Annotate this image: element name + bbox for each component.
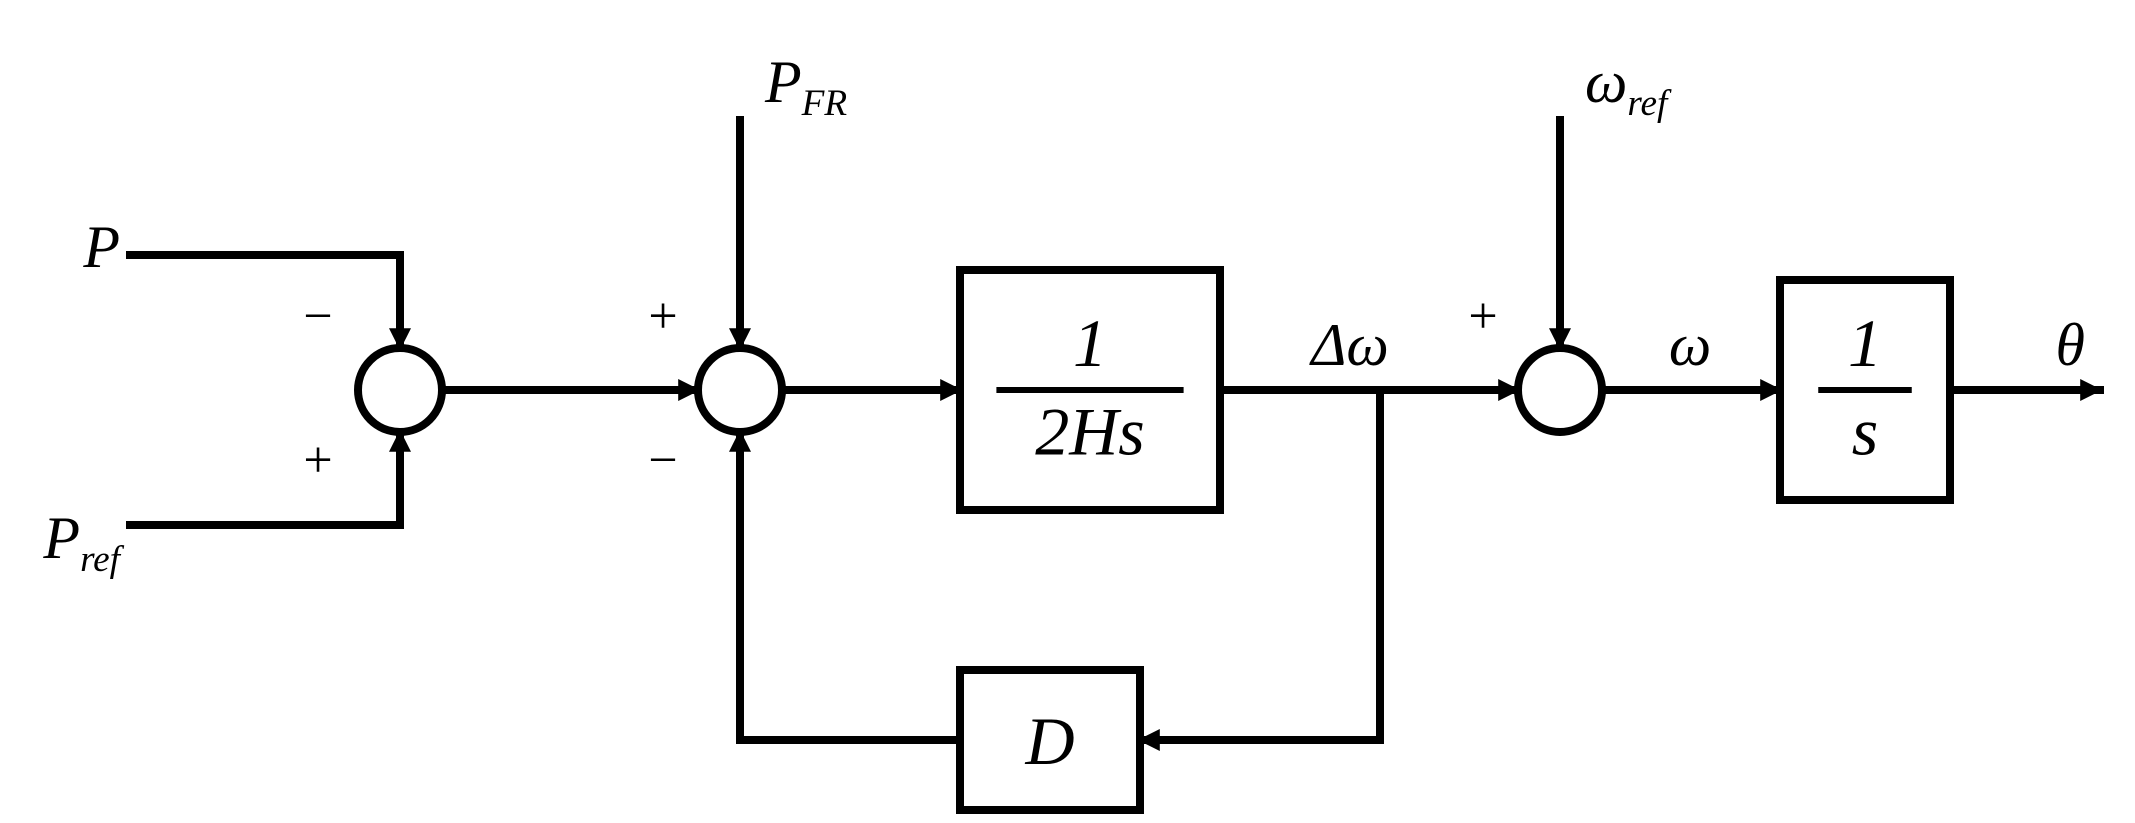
label-wref: ωref — [1585, 49, 1672, 124]
label-dw: Δω — [1309, 312, 1389, 378]
svg-text:−: − — [303, 288, 332, 345]
svg-text:1: 1 — [1848, 305, 1882, 381]
svg-text:1: 1 — [1073, 305, 1107, 381]
svg-text:s: s — [1852, 394, 1878, 470]
svg-text:2Hs: 2Hs — [1035, 394, 1145, 470]
svg-text:+: + — [1468, 288, 1497, 345]
svg-text:D: D — [1024, 703, 1074, 779]
label-Pref: Pref — [42, 505, 124, 580]
label-PFR: PFR — [764, 49, 847, 124]
label-theta: θ — [2056, 312, 2085, 378]
svg-text:+: + — [648, 288, 677, 345]
svg-text:−: − — [648, 432, 677, 489]
svg-text:+: + — [303, 432, 332, 489]
label-P: P — [82, 214, 120, 280]
label-w: ω — [1669, 312, 1711, 378]
